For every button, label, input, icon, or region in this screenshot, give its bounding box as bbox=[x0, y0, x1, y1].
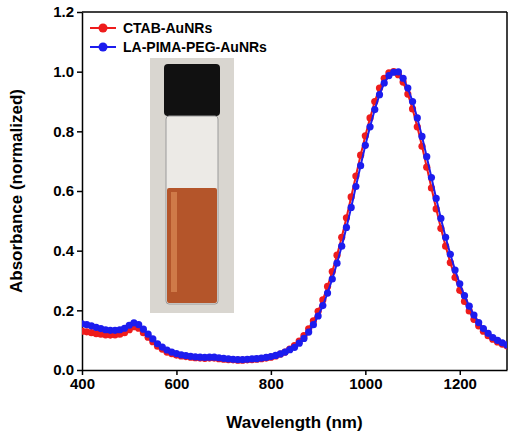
y-tick-mark bbox=[77, 310, 82, 312]
series-marker bbox=[503, 342, 507, 349]
plot-frame bbox=[82, 11, 507, 13]
series-marker bbox=[300, 335, 307, 342]
series-marker bbox=[333, 260, 340, 267]
y-tick: 0.6 bbox=[53, 182, 82, 199]
y-tick-label: 0.0 bbox=[53, 361, 74, 378]
series-marker bbox=[400, 75, 407, 82]
series-marker bbox=[475, 319, 482, 326]
y-tick-label: 0.4 bbox=[53, 242, 75, 259]
series-marker bbox=[366, 123, 373, 130]
plot-area bbox=[82, 68, 507, 364]
series-marker bbox=[315, 312, 322, 319]
vial-liquid bbox=[167, 188, 217, 303]
y-tick-mark bbox=[77, 131, 82, 133]
x-tick-label: 1200 bbox=[444, 375, 477, 392]
vial-highlight bbox=[171, 192, 177, 292]
vial-glass bbox=[166, 116, 218, 304]
y-tick-label: 0.8 bbox=[53, 123, 74, 140]
series-marker bbox=[319, 302, 326, 309]
vial-photo bbox=[150, 58, 234, 313]
series-marker bbox=[329, 275, 336, 282]
series-marker bbox=[324, 289, 331, 296]
series-marker bbox=[395, 68, 402, 75]
series-marker bbox=[447, 251, 454, 258]
x-tick: 800 bbox=[259, 370, 284, 392]
y-tick: 1.0 bbox=[53, 63, 82, 80]
series-marker bbox=[371, 106, 378, 113]
legend-marker bbox=[99, 24, 108, 33]
legend: CTAB-AuNRs LA-PIMA-PEG-AuNRs bbox=[90, 20, 267, 55]
legend-label: CTAB-AuNRs bbox=[123, 20, 212, 36]
x-tick-label: 600 bbox=[164, 375, 189, 392]
series-marker bbox=[428, 174, 435, 181]
series-marker bbox=[310, 321, 317, 328]
x-tick: 1200 bbox=[444, 370, 477, 392]
chart: 400600800100012000.00.20.40.60.81.01.2Wa… bbox=[0, 0, 530, 448]
x-tick-label: 1000 bbox=[349, 375, 382, 392]
y-tick: 0.2 bbox=[53, 302, 82, 319]
y-tick: 0.0 bbox=[53, 361, 82, 378]
vial-cap bbox=[164, 64, 220, 116]
series-marker bbox=[451, 266, 458, 273]
legend-marker bbox=[99, 43, 108, 52]
x-axis: 40060080010001200 bbox=[70, 370, 508, 392]
y-tick-label: 1.2 bbox=[53, 3, 74, 20]
photo-background bbox=[150, 58, 234, 313]
y-tick-mark bbox=[77, 370, 82, 372]
x-tick: 1000 bbox=[349, 370, 382, 392]
y-tick-mark bbox=[77, 71, 82, 73]
y-axis: 0.0 0.2 0.4 0.6 0.8 1.0 1.2 bbox=[53, 3, 82, 378]
series-marker bbox=[470, 312, 477, 319]
series-marker bbox=[409, 98, 416, 105]
x-axis-line bbox=[83, 370, 508, 372]
series-line bbox=[82, 72, 507, 360]
y-tick-mark bbox=[77, 191, 82, 193]
series-marker bbox=[338, 243, 345, 250]
series-line bbox=[82, 72, 507, 360]
y-tick-mark bbox=[77, 12, 82, 14]
series-marker bbox=[404, 84, 411, 91]
series-marker bbox=[456, 280, 463, 287]
series-marker bbox=[414, 114, 421, 121]
series-marker bbox=[381, 79, 388, 86]
y-axis-title: Absorbance (normalized) bbox=[7, 89, 26, 293]
series-marker bbox=[348, 204, 355, 211]
y-tick: 1.2 bbox=[53, 3, 82, 20]
y-tick: 0.8 bbox=[53, 123, 82, 140]
series-marker bbox=[357, 162, 364, 169]
series-marker bbox=[343, 224, 350, 231]
y-tick: 0.4 bbox=[53, 242, 82, 259]
series-marker bbox=[418, 133, 425, 140]
series-marker bbox=[503, 341, 507, 348]
series-marker bbox=[362, 142, 369, 149]
y-tick-label: 0.2 bbox=[53, 302, 74, 319]
series-marker bbox=[461, 292, 468, 299]
series-marker bbox=[433, 195, 440, 202]
series-marker bbox=[437, 215, 444, 222]
x-tick: 600 bbox=[164, 370, 189, 392]
series-marker bbox=[352, 183, 359, 190]
y-tick-label: 1.0 bbox=[53, 63, 74, 80]
series-marker bbox=[376, 91, 383, 98]
x-axis-title: Wavelength (nm) bbox=[226, 413, 362, 432]
series-marker bbox=[423, 153, 430, 160]
series-marker bbox=[305, 329, 312, 336]
y-tick-mark bbox=[77, 250, 82, 252]
y-tick-label: 0.6 bbox=[53, 182, 74, 199]
legend-label: LA-PIMA-PEG-AuNRs bbox=[123, 39, 267, 55]
series-marker bbox=[466, 303, 473, 310]
plot-frame bbox=[506, 12, 508, 370]
x-tick-label: 800 bbox=[259, 375, 284, 392]
series-marker bbox=[442, 234, 449, 241]
